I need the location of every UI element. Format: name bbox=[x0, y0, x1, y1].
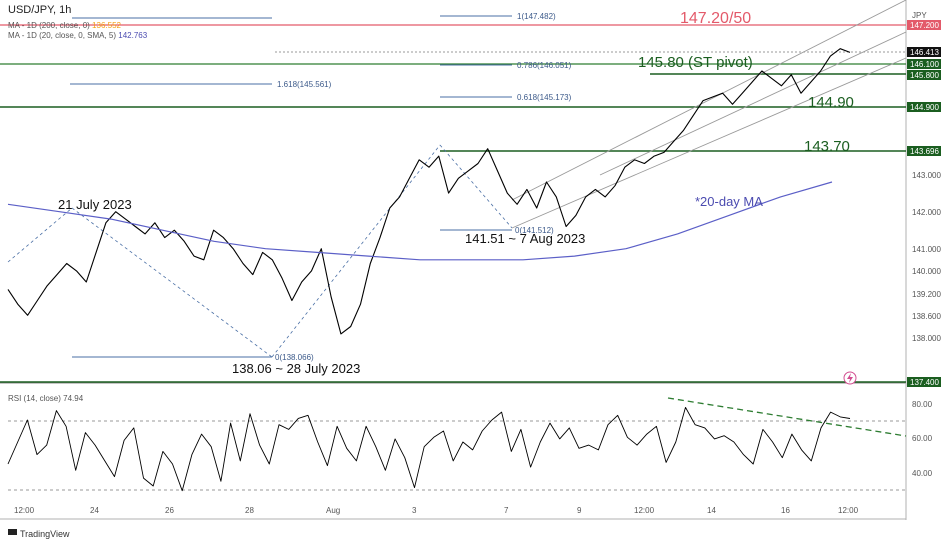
badge-text: 137.400 bbox=[910, 378, 939, 387]
ma-note: *20-day MA bbox=[695, 194, 763, 209]
badge-text: 143.696 bbox=[910, 147, 939, 156]
badge-143696 bbox=[907, 146, 941, 156]
badge-137400 bbox=[907, 377, 941, 387]
y-tick: 140.000 bbox=[912, 267, 941, 276]
badge-text: 146.100 bbox=[910, 60, 939, 69]
ma20-label: MA - 1D (20, close, 0, SMA, 5) bbox=[8, 31, 117, 40]
x-tick: 24 bbox=[90, 506, 99, 515]
y-tick: 142.000 bbox=[912, 208, 941, 217]
rsi-value: 74.94 bbox=[63, 394, 84, 403]
rsi-series bbox=[7, 406, 851, 492]
badge-current bbox=[907, 47, 941, 57]
support-label-1: 144.90 bbox=[808, 94, 854, 111]
fib-label: 0.618(145.173) bbox=[517, 93, 572, 102]
fib-label: 0(138.066) bbox=[275, 353, 314, 362]
rsi-pane: 80.00 60.00 40.00 bbox=[7, 397, 933, 492]
price-axis[interactable]: JPY 143.000 142.000 141.000 140.000 139.… bbox=[912, 11, 941, 343]
ma-series bbox=[7, 181, 833, 261]
y-tick: 138.600 bbox=[912, 312, 941, 321]
currency-label: JPY bbox=[912, 11, 927, 20]
ma20-legend: MA - 1D (20, close, 0, SMA, 5) 142.763 bbox=[8, 31, 147, 40]
rsi-tick: 60.00 bbox=[912, 434, 933, 443]
fib-label: 0(141.512) bbox=[515, 226, 554, 235]
fib-levels[interactable] bbox=[70, 15, 512, 358]
ma200-label: MA - 1D (200, close, 0) bbox=[8, 21, 90, 30]
x-tick: 14 bbox=[707, 506, 716, 515]
rsi-tick: 40.00 bbox=[912, 469, 933, 478]
fib-label: 1(147.482) bbox=[517, 12, 556, 21]
rsi-trendline bbox=[667, 397, 907, 437]
x-tick: 28 bbox=[245, 506, 254, 515]
low-aug-label: 141.51 ~ 7 Aug 2023 bbox=[465, 231, 585, 246]
time-axis[interactable]: 12:00 24 26 28 Aug 3 7 9 12:00 14 16 12:… bbox=[14, 506, 859, 515]
x-tick: 16 bbox=[781, 506, 790, 515]
key-levels bbox=[0, 24, 906, 383]
fib-connectors bbox=[7, 144, 513, 358]
x-tick: 12:00 bbox=[14, 506, 35, 515]
low-july-label: 138.06 ~ 28 July 2023 bbox=[232, 361, 360, 376]
y-tick: 139.200 bbox=[912, 290, 941, 299]
ma200-legend: MA - 1D (200, close, 0) 136.552 bbox=[8, 21, 121, 30]
ma200-value: 136.552 bbox=[92, 21, 121, 30]
tradingview-logo bbox=[8, 529, 17, 535]
ma20-value: 142.763 bbox=[118, 31, 148, 40]
x-tick: 7 bbox=[504, 506, 509, 515]
chart-title: USD/JPY, 1h bbox=[8, 4, 72, 16]
brand-label: TradingView bbox=[20, 529, 70, 539]
x-tick: Aug bbox=[326, 506, 340, 515]
badge-144900 bbox=[907, 102, 941, 112]
y-tick: 143.000 bbox=[912, 171, 941, 180]
rsi-label: RSI (14, close) bbox=[8, 394, 61, 403]
price-line bbox=[7, 48, 851, 335]
high-label: 21 July 2023 bbox=[58, 197, 132, 212]
badge-147200 bbox=[907, 20, 941, 30]
badge-text: 147.200 bbox=[910, 21, 939, 30]
rsi-line bbox=[7, 406, 851, 492]
y-tick: 138.000 bbox=[912, 334, 941, 343]
x-tick: 12:00 bbox=[634, 506, 655, 515]
badge-text: 145.800 bbox=[910, 71, 939, 80]
resistance-label: 147.20/50 bbox=[680, 10, 751, 27]
rsi-legend: RSI (14, close) 74.94 bbox=[8, 394, 83, 403]
y-tick: 141.000 bbox=[912, 245, 941, 254]
ascending-channel bbox=[511, 0, 907, 229]
price-badges: 147.200 146.413 146.100 145.800 144.900 … bbox=[907, 20, 941, 387]
fib-label: 1.618(145.561) bbox=[277, 80, 332, 89]
ma-20-line bbox=[7, 181, 833, 261]
support-label-2: 143.70 bbox=[804, 138, 850, 155]
pivot-label: 145.80 (ST pivot) bbox=[638, 54, 753, 71]
rsi-tick: 80.00 bbox=[912, 400, 933, 409]
badge-text: 146.413 bbox=[910, 48, 939, 57]
fib-label: 0.786(146.051) bbox=[517, 61, 572, 70]
x-tick: 12:00 bbox=[838, 506, 859, 515]
price-series bbox=[7, 48, 851, 335]
x-tick: 3 bbox=[412, 506, 417, 515]
badge-146100 bbox=[907, 59, 941, 69]
badge-145800 bbox=[907, 70, 941, 80]
badge-text: 144.900 bbox=[910, 103, 939, 112]
lightning-icon[interactable] bbox=[843, 371, 857, 385]
x-tick: 26 bbox=[165, 506, 174, 515]
x-tick: 9 bbox=[577, 506, 582, 515]
